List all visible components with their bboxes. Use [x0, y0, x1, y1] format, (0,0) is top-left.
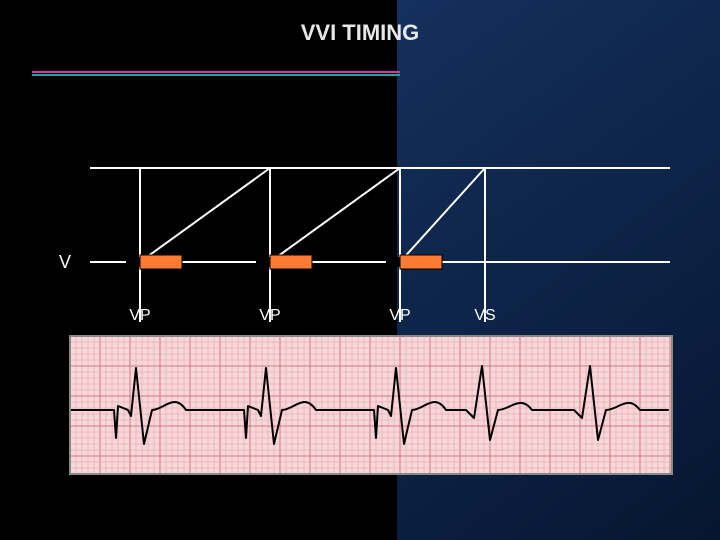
refractory-box — [400, 255, 442, 269]
event-label: VP — [259, 307, 280, 324]
event-label: VP — [129, 307, 150, 324]
refractory-box — [270, 255, 312, 269]
event-label: VS — [474, 307, 495, 324]
event-label: VP — [389, 307, 410, 324]
refractory-pre — [386, 257, 400, 267]
ecg-panel — [70, 336, 672, 474]
refractory-box — [140, 255, 182, 269]
channel-label: V — [59, 252, 71, 272]
title-text: VVI TIMING — [301, 20, 420, 45]
refractory-pre — [126, 257, 140, 267]
refractory-pre — [256, 257, 270, 267]
